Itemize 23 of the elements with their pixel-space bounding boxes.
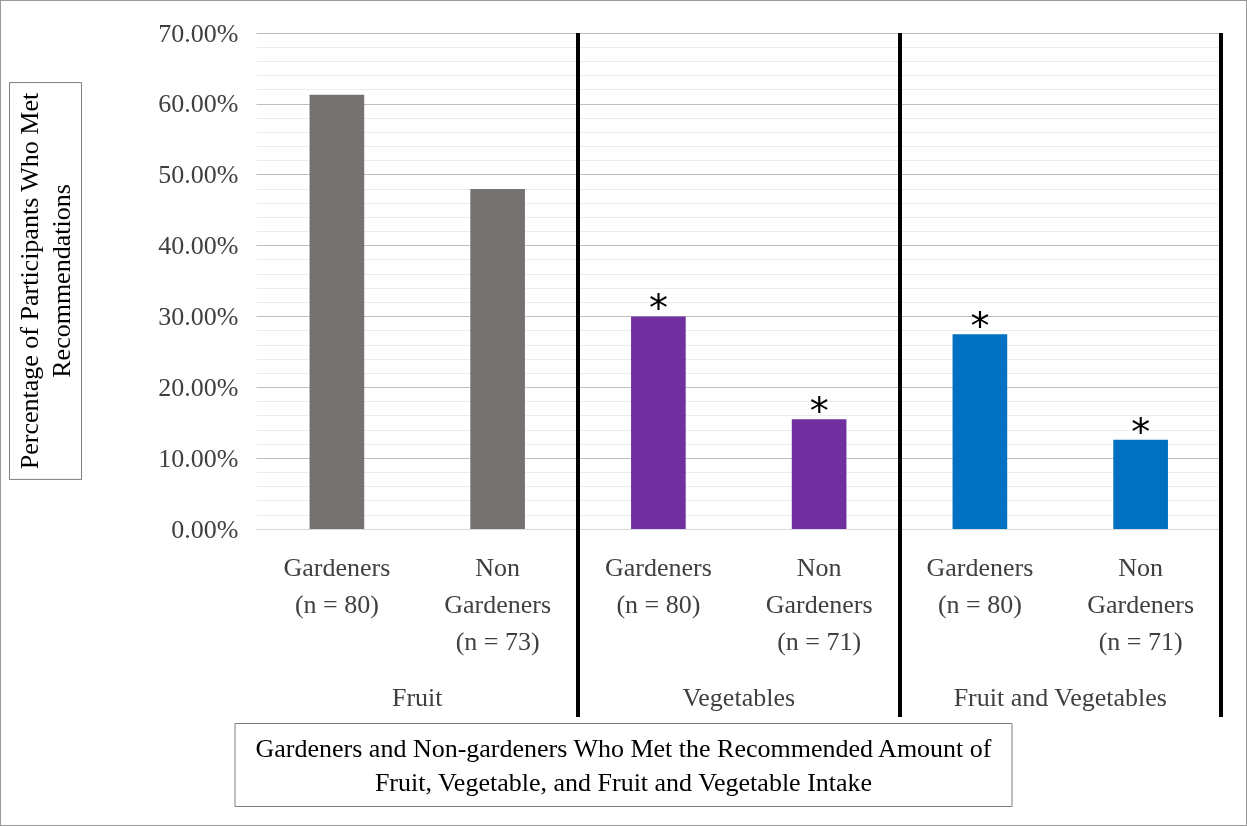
text: Fruit [391,682,444,712]
x-tick-label: Non Gardeners (n = 73) [444,553,552,656]
data-label: * [648,286,668,331]
x-tick-label: Non Gardeners (n = 71) [765,553,873,656]
y-tick-label: 60.00% [158,89,239,119]
y-tick-label: 40.00% [158,231,239,261]
y-tick-label: 20.00% [158,372,239,402]
y-tick-label: 70.00% [158,18,239,48]
y-tick-label: 10.00% [158,443,239,473]
x-tick-label: Gardeners (n = 80) [926,553,1034,619]
data-label: * [809,389,829,434]
text: Fruit and Vegetables [953,682,1167,712]
y-tick-label: 0.00% [171,514,239,544]
x-tick-label: Gardeners (n = 80) [604,553,712,619]
text: Gardeners and Non-gardeners Who Met the Recommended Amount of Fruit, Vegetable, and Fruit and Vegetable Intake [255,733,992,797]
text: Vegetables [682,682,796,712]
data-label: * [970,304,990,349]
x-tick-label: Non Gardeners (n = 71) [1087,553,1195,656]
y-tick-label: 30.00% [158,301,239,331]
y-axis-title: Percentage of Participants Who Met Recommendations [15,92,76,470]
y-tick-label: 50.00% [158,160,239,190]
data-label: * [1131,409,1151,454]
x-tick-label: Gardeners (n = 80) [283,553,391,619]
